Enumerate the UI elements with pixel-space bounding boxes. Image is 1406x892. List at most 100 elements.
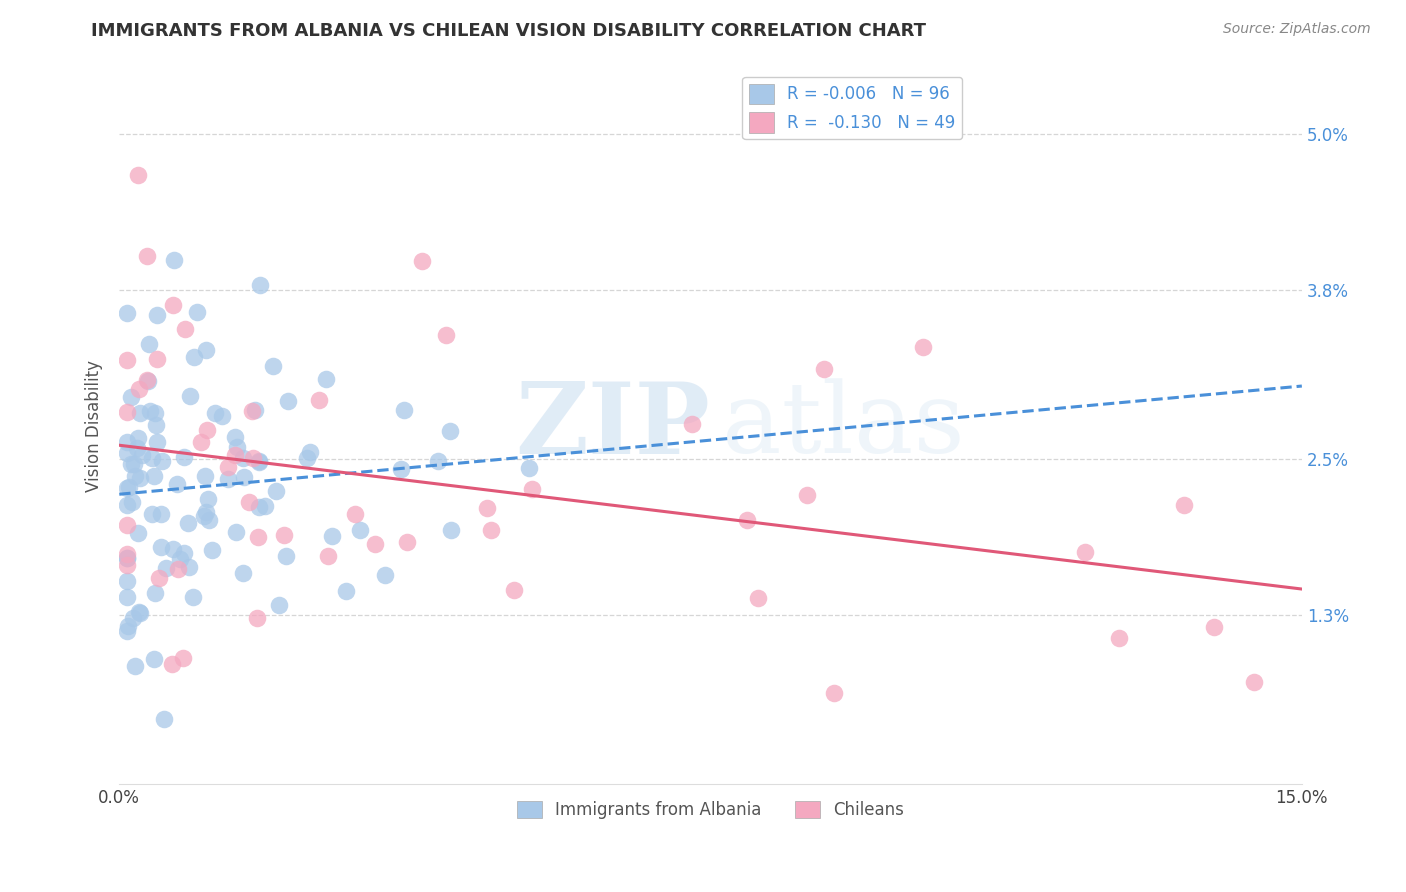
Point: [183, 350, 205, 364]
Point: [115, 434, 138, 449]
Point: [194, 505, 217, 519]
Point: [145, 417, 167, 432]
Point: [344, 507, 367, 521]
Point: [115, 624, 138, 638]
Point: [315, 372, 337, 386]
Point: [242, 451, 264, 466]
Point: [297, 450, 319, 465]
Point: [316, 549, 339, 563]
Point: [143, 586, 166, 600]
Point: [392, 402, 415, 417]
Point: [246, 611, 269, 625]
Point: [115, 446, 138, 460]
Text: IMMIGRANTS FROM ALBANIA VS CHILEAN VISION DISABILITY CORRELATION CHART: IMMIGRANTS FROM ALBANIA VS CHILEAN VISIO…: [91, 22, 927, 40]
Point: [115, 481, 138, 495]
Point: [737, 513, 759, 527]
Point: [152, 712, 174, 726]
Point: [166, 477, 188, 491]
Point: [145, 434, 167, 449]
Point: [479, 523, 502, 537]
Point: [115, 551, 138, 566]
Point: [115, 550, 138, 565]
Point: [477, 501, 499, 516]
Point: [143, 406, 166, 420]
Point: [169, 552, 191, 566]
Point: [186, 305, 208, 319]
Point: [395, 534, 418, 549]
Point: [226, 440, 249, 454]
Point: [211, 409, 233, 424]
Point: [247, 531, 270, 545]
Point: [247, 454, 270, 468]
Point: [163, 253, 186, 268]
Point: [224, 430, 246, 444]
Point: [136, 374, 159, 388]
Point: [135, 249, 157, 263]
Point: [253, 499, 276, 513]
Point: [124, 658, 146, 673]
Point: [1173, 498, 1195, 512]
Point: [747, 591, 769, 605]
Point: [224, 449, 246, 463]
Point: [201, 542, 224, 557]
Point: [681, 417, 703, 431]
Point: [122, 611, 145, 625]
Point: [131, 448, 153, 462]
Point: [232, 469, 254, 483]
Point: [115, 558, 138, 573]
Point: [155, 561, 177, 575]
Point: [120, 390, 142, 404]
Point: [240, 404, 263, 418]
Point: [128, 383, 150, 397]
Point: [193, 508, 215, 523]
Point: [138, 336, 160, 351]
Point: [440, 524, 463, 538]
Point: [238, 494, 260, 508]
Point: [145, 351, 167, 366]
Point: [142, 652, 165, 666]
Point: [146, 308, 169, 322]
Point: [174, 322, 197, 336]
Point: [249, 278, 271, 293]
Point: [276, 549, 298, 563]
Point: [198, 513, 221, 527]
Point: [349, 524, 371, 538]
Point: [269, 598, 291, 612]
Point: [247, 500, 270, 514]
Text: ZIP: ZIP: [516, 377, 710, 475]
Point: [273, 528, 295, 542]
Point: [115, 498, 138, 512]
Point: [264, 484, 287, 499]
Point: [1204, 620, 1226, 634]
Point: [363, 537, 385, 551]
Point: [115, 574, 138, 589]
Point: [115, 547, 138, 561]
Point: [136, 372, 159, 386]
Point: [139, 403, 162, 417]
Point: [1243, 675, 1265, 690]
Point: [129, 407, 152, 421]
Point: [434, 328, 457, 343]
Text: atlas: atlas: [723, 378, 965, 474]
Point: [232, 566, 254, 581]
Point: [232, 450, 254, 465]
Point: [911, 340, 934, 354]
Point: [298, 445, 321, 459]
Point: [247, 455, 270, 469]
Point: [162, 541, 184, 556]
Point: [335, 584, 357, 599]
Point: [197, 492, 219, 507]
Point: [1108, 631, 1130, 645]
Point: [124, 469, 146, 483]
Point: [152, 454, 174, 468]
Point: [321, 529, 343, 543]
Point: [517, 460, 540, 475]
Point: [122, 457, 145, 471]
Point: [150, 507, 173, 521]
Point: [308, 392, 330, 407]
Point: [217, 460, 239, 475]
Point: [194, 468, 217, 483]
Point: [190, 434, 212, 449]
Point: [173, 546, 195, 560]
Point: [127, 431, 149, 445]
